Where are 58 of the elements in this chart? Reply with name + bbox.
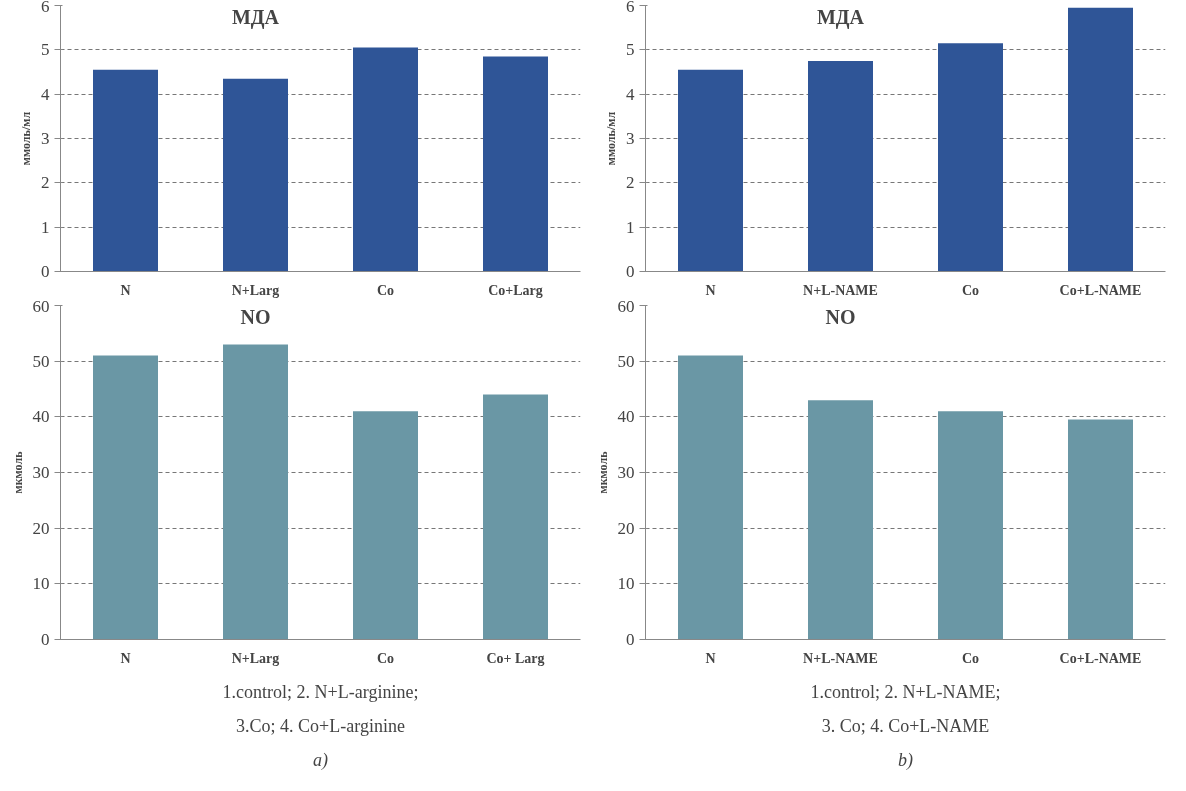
x-tick-label: Co+Larg bbox=[488, 282, 543, 298]
x-tick-label: N+L-NAME bbox=[803, 282, 878, 298]
y-tick-label: 6 bbox=[626, 0, 635, 16]
y-tick-label: 0 bbox=[626, 262, 635, 281]
y-tick-label: 2 bbox=[41, 173, 50, 193]
y-axis-title: мкмоль bbox=[10, 450, 25, 494]
y-tick-label: 4 bbox=[626, 84, 635, 104]
text: 1.control; 2. N+L-arginine; bbox=[222, 681, 419, 702]
x-tick-label: Co+ Larg bbox=[486, 650, 545, 666]
x-tick-label: N bbox=[120, 282, 131, 298]
x-tick-label: N+L-NAME bbox=[803, 650, 878, 666]
text: 3.Co; 4. Co+L-arginine bbox=[236, 715, 405, 736]
y-axis-title: ммоль/мл bbox=[604, 111, 618, 166]
x-tick-label: Co bbox=[961, 650, 980, 666]
y-tick-label: 2 bbox=[626, 173, 635, 193]
y-tick-label: 50 bbox=[617, 351, 635, 371]
y-tick-label: 0 bbox=[41, 630, 50, 649]
y-tick-label: 20 bbox=[617, 518, 635, 538]
x-tick-label: Co bbox=[961, 282, 980, 298]
y-tick-label: 60 bbox=[32, 296, 50, 316]
y-tick-label: 4 bbox=[41, 84, 50, 104]
chart-title: NO bbox=[240, 305, 271, 328]
x-tick-label: Co+L-NAME bbox=[1059, 282, 1142, 298]
text: b) bbox=[898, 749, 913, 771]
chart-title: МДА bbox=[231, 5, 280, 29]
y-tick-label: 0 bbox=[41, 262, 50, 281]
y-tick-label: 1 bbox=[41, 217, 50, 237]
y-tick-label: 6 bbox=[41, 0, 50, 16]
y-tick-label: 1 bbox=[626, 217, 635, 237]
x-tick-label: Co bbox=[376, 650, 395, 666]
y-tick-label: 30 bbox=[32, 463, 50, 482]
text: 1.control; 2. N+L-NAME; bbox=[810, 681, 1001, 702]
y-tick-label: 60 bbox=[617, 296, 635, 316]
y-tick-label: 50 bbox=[32, 351, 50, 371]
y-tick-label: 10 bbox=[617, 574, 635, 594]
y-axis-title: ммоль/мл bbox=[19, 111, 33, 166]
x-tick-label: N bbox=[705, 650, 716, 666]
x-tick-label: N+Larg bbox=[231, 282, 280, 298]
y-tick-label: 5 bbox=[626, 40, 635, 60]
y-tick-label: 3 bbox=[41, 129, 50, 148]
text: 3. Co; 4. Co+L-NAME bbox=[821, 715, 990, 736]
x-tick-label: N bbox=[705, 282, 716, 298]
chart-title: NO bbox=[825, 305, 856, 328]
x-tick-label: N bbox=[120, 650, 131, 666]
text: a) bbox=[313, 749, 328, 771]
x-tick-label: N+Larg bbox=[231, 650, 280, 666]
y-tick-label: 5 bbox=[41, 40, 50, 60]
y-tick-label: 0 bbox=[626, 630, 635, 649]
y-tick-label: 3 bbox=[626, 129, 635, 148]
y-tick-label: 10 bbox=[32, 574, 50, 594]
y-tick-label: 30 bbox=[617, 463, 635, 482]
chart-title: МДА bbox=[816, 5, 865, 29]
y-tick-label: 40 bbox=[617, 407, 635, 427]
y-axis-title: мкмоль bbox=[595, 450, 610, 494]
x-tick-label: Co+L-NAME bbox=[1059, 650, 1142, 666]
y-tick-label: 20 bbox=[32, 518, 50, 538]
y-tick-label: 40 bbox=[32, 407, 50, 427]
x-tick-label: Co bbox=[376, 282, 395, 298]
